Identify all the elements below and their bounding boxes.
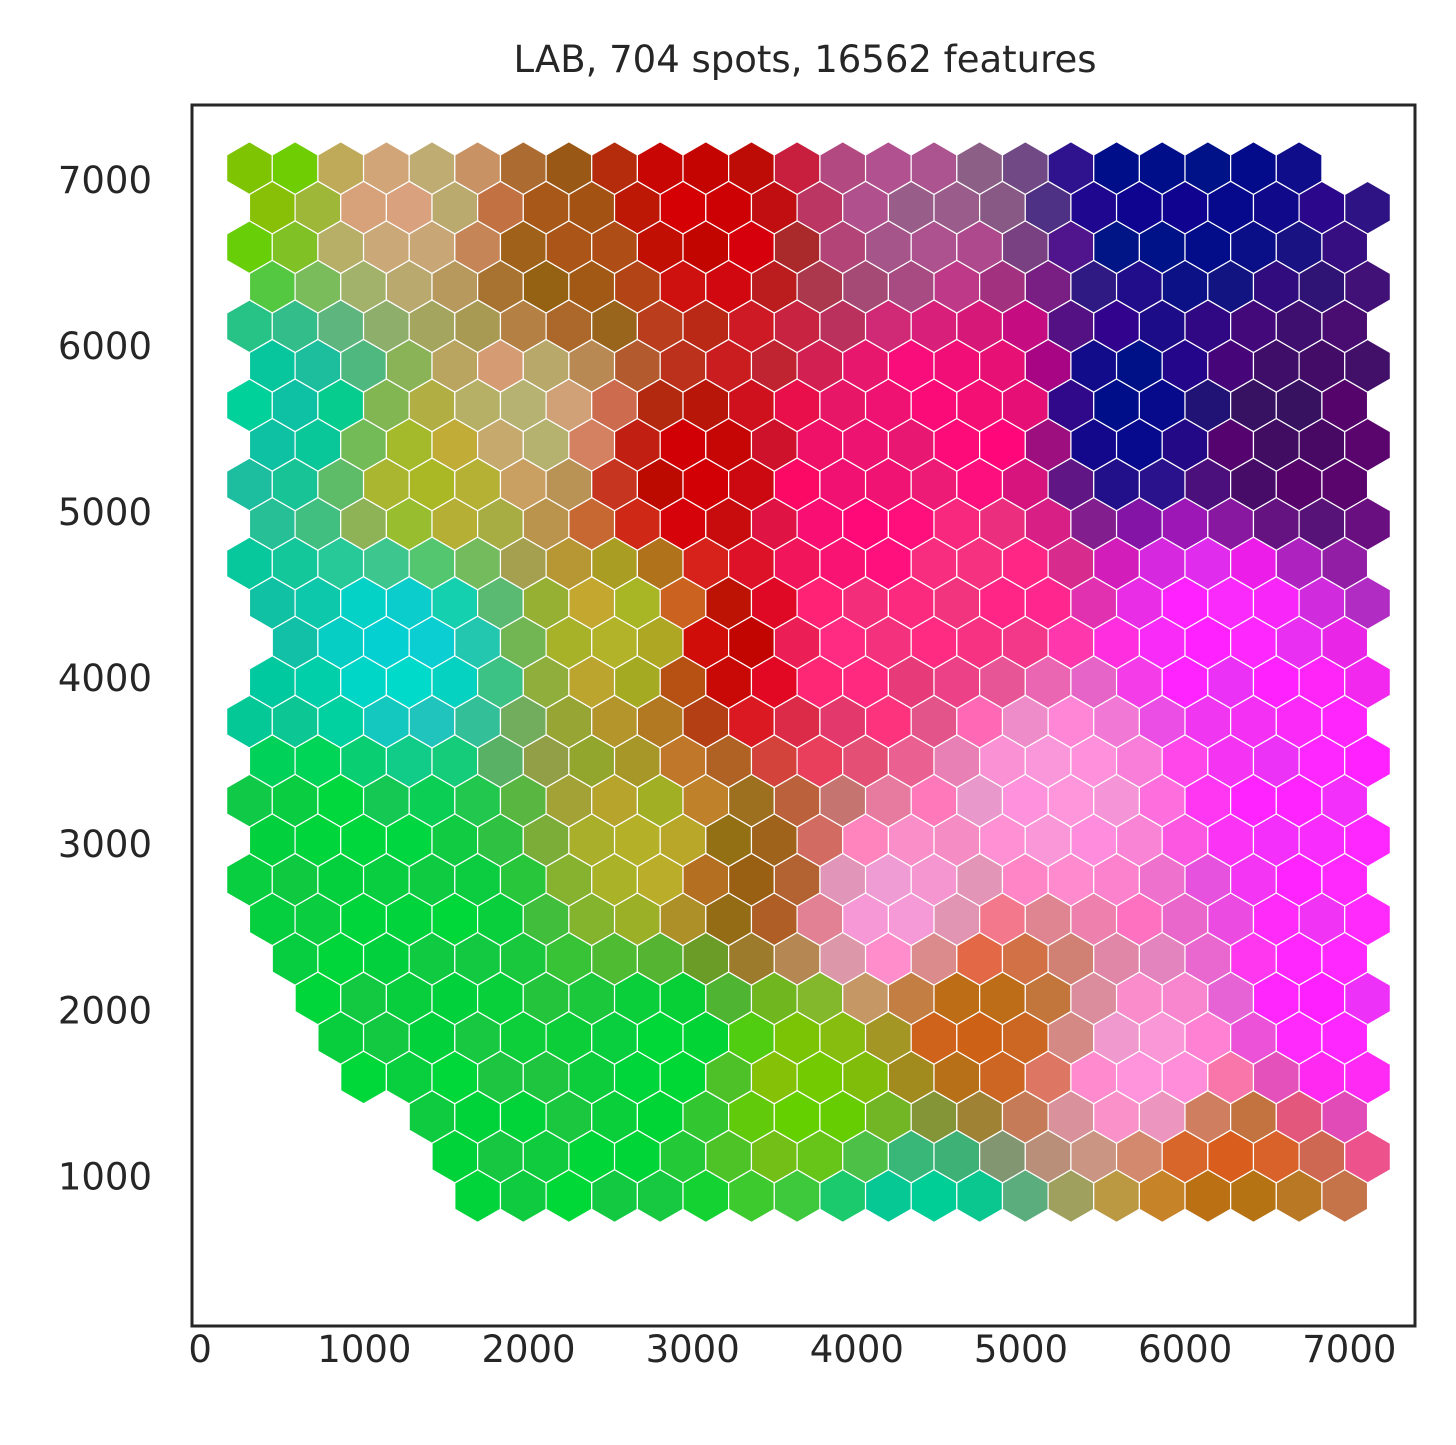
plot-frame: [190, 103, 1417, 1328]
y-tick-label: 1000: [58, 1155, 152, 1198]
chart-title: LAB, 704 spots, 16562 features: [513, 38, 1096, 81]
x-tick-label: 3000: [646, 1328, 740, 1371]
hex-spot: [1321, 1169, 1369, 1224]
x-tick-label: 2000: [481, 1328, 575, 1371]
x-tick-label: 0: [188, 1328, 212, 1371]
x-axis-ticks: 0 1000 2000 3000 4000 5000 6000 7000: [188, 1328, 1396, 1371]
x-tick-label: 5000: [974, 1328, 1068, 1371]
y-tick-label: 5000: [58, 491, 152, 534]
x-tick-label: 1000: [317, 1328, 411, 1371]
hex-spot-layer: [226, 141, 1391, 1224]
x-tick-label: 7000: [1302, 1328, 1396, 1371]
y-tick-label: 3000: [58, 823, 152, 866]
y-tick-label: 4000: [58, 657, 152, 700]
y-axis-ticks: 1000 2000 3000 4000 5000 6000 7000: [58, 159, 152, 1199]
y-tick-label: 2000: [58, 989, 152, 1032]
x-tick-label: 4000: [810, 1328, 904, 1371]
y-tick-label: 7000: [58, 159, 152, 202]
y-tick-label: 6000: [58, 325, 152, 368]
x-tick-label: 6000: [1138, 1328, 1232, 1371]
